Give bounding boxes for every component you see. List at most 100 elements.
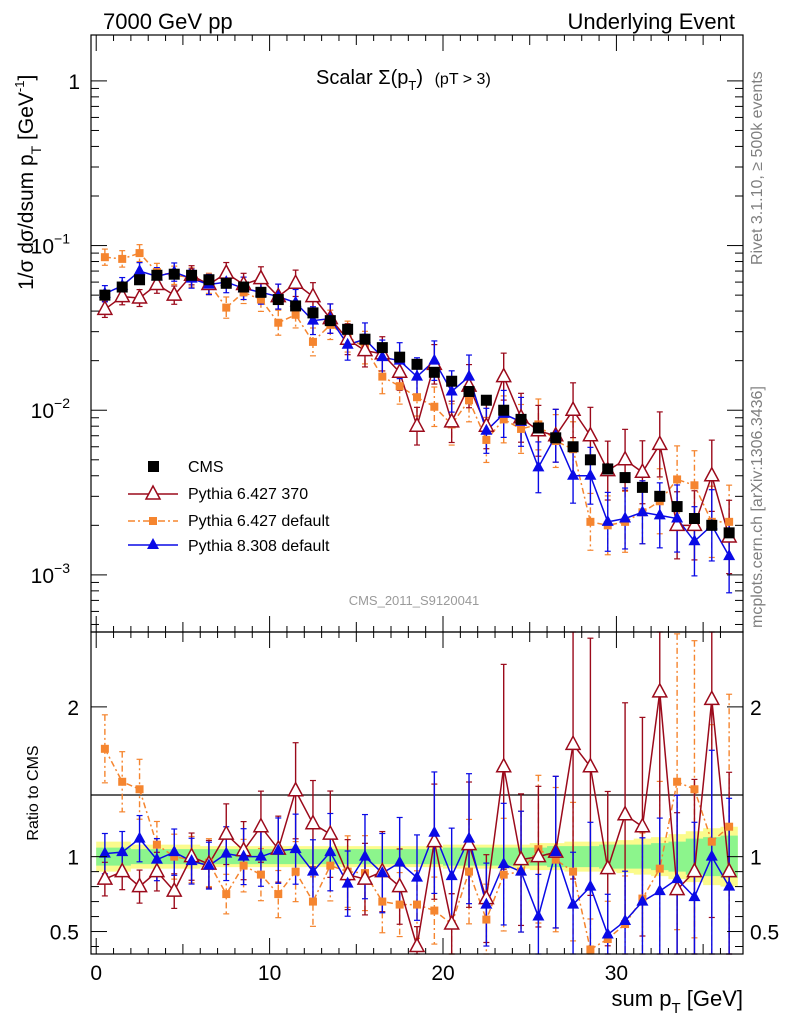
cms-point: [394, 351, 406, 363]
ylabel-post: [GeV: [15, 92, 38, 146]
cms-point: [168, 268, 180, 280]
ratio-pythia6-370-point: [217, 824, 235, 840]
main-y-tick-label-exp: −1: [54, 231, 70, 247]
pythia6-default-point: [482, 435, 491, 444]
ratio-y-tick-label-right: 2: [750, 697, 762, 720]
main-y-tick-label: 1: [68, 71, 80, 94]
ratio-pythia8-point: [463, 831, 476, 843]
ratio-pythia8-point: [601, 927, 614, 939]
ratio-panel: 0.5 0.5 1 1 2 2 Ratio to CMS 0 10 20 30 sum pT […: [25, 631, 779, 1017]
ratio-pythia8-point: [480, 897, 493, 909]
x-tick-label: 10: [258, 962, 281, 985]
cms-point: [99, 289, 111, 301]
pythia8-point: [619, 511, 632, 523]
pythia6-370-point: [165, 285, 183, 301]
ratio-pythia6-370-point: [426, 832, 443, 848]
cms-point: [532, 422, 544, 434]
ratio-y-tick-label: 0.5: [50, 922, 79, 945]
ratio-pythia6-default-point: [551, 855, 560, 864]
main-y-tick-label-base: 1: [68, 71, 80, 94]
cms-point: [411, 358, 423, 370]
pythia6-default-point: [499, 415, 508, 424]
main-y-tick-label-base: 10: [31, 400, 54, 423]
pythia8-point: [463, 369, 476, 381]
cms-point: [654, 490, 666, 502]
ratio-pythia6-default-point: [222, 890, 231, 899]
pythia8-point: [532, 460, 545, 472]
ratio-pythia8-point: [549, 845, 562, 857]
ratio-pythia6-370-point: [686, 862, 703, 878]
plot-title: Scalar Σ(pT) (pT > 3): [316, 67, 491, 93]
ratio-pythia8-point: [411, 870, 423, 882]
ratio-pythia8-point: [584, 879, 597, 891]
ratio-pythia6-default-point: [378, 897, 387, 906]
ratio-pythia8-point: [532, 909, 545, 921]
pythia6-default-point: [690, 481, 699, 490]
ratio-pythia6-default-point: [170, 852, 179, 861]
ratio-pythia6-370-point: [148, 862, 166, 878]
cms-point: [151, 269, 163, 281]
pythia6-370-point: [356, 341, 374, 357]
pythia8-point: [376, 350, 389, 362]
cms-point: [723, 527, 735, 539]
ratio-pythia6-370-point: [356, 869, 374, 885]
ratio-pythia8-point: [445, 869, 458, 881]
pythia6-370-point: [582, 426, 599, 442]
ratio-pythia8-point: [237, 849, 250, 861]
ratio-pythia6-370-point: [720, 862, 738, 878]
main-y-tick-label-base: 10: [31, 565, 54, 588]
ratio-y-tick-label-right: 1: [750, 847, 762, 870]
ratio-pythia8-point: [619, 914, 632, 926]
ratio-pythia6-370-point: [530, 847, 547, 863]
ratio-pythia8-point: [185, 854, 198, 866]
ratio-pythia6-default-point: [673, 777, 682, 786]
pythia8-point: [445, 384, 458, 396]
ratio-pythia8-point: [202, 858, 215, 870]
cms-point: [550, 432, 562, 444]
ratio-pythia8-point: [393, 855, 406, 867]
ratio-pythia6-default-point: [465, 867, 474, 876]
ratio-pythia6-default-point: [118, 777, 127, 786]
pythia6-370-point: [634, 462, 651, 479]
ratio-pythia6-370-point: [252, 817, 270, 833]
header-energy: 7000 GeV pp: [103, 9, 233, 34]
plot-title-close: ): [416, 67, 423, 89]
pythia6-default-point: [395, 382, 404, 391]
ratio-pythia6-default-point: [725, 822, 734, 831]
ratio-pythia8-point: [497, 857, 510, 869]
ratio-pythia8-point: [688, 890, 701, 902]
cms-point: [567, 441, 579, 453]
ratio-y-tick-label-right: 0.5: [750, 922, 779, 945]
ratio-pythia8-point: [324, 845, 337, 857]
ratio-pythia6-default-point: [100, 744, 109, 753]
cms-point: [342, 323, 354, 335]
pythia6-default-point: [673, 475, 682, 484]
legend-marker-pythia8: [147, 538, 159, 549]
ratio-pythia8-point: [671, 872, 684, 884]
xlabel-sub: T: [671, 1000, 680, 1017]
ratio-pythia6-default-point: [569, 867, 578, 876]
pythia6-370-point: [668, 515, 686, 532]
cms-point: [602, 463, 614, 475]
ratio-pythia8-point: [150, 852, 163, 864]
pythia8-point: [601, 514, 614, 526]
cms-point: [359, 333, 371, 345]
legend-label-pythia6-370: Pythia 6.427 370: [188, 486, 308, 503]
ylabel-sup: -1: [12, 81, 27, 93]
ratio-pythia8-point: [567, 897, 580, 909]
ratio-pythia8-point: [515, 864, 528, 876]
ratio-pythia6-370-point: [165, 881, 183, 897]
ratio-pythia6-default-point: [707, 837, 716, 846]
main-y-tick-label: 10−2: [31, 395, 71, 423]
cms-point: [203, 274, 215, 286]
pythia8-point: [636, 505, 649, 517]
ratio-pythia8-point: [653, 884, 666, 896]
ratio-pythia6-default-point: [256, 870, 265, 879]
ratio-pythia6-default-point: [326, 861, 335, 870]
cms-point: [186, 269, 198, 281]
ratio-pythia6-370-point: [634, 817, 651, 833]
ylabel-end: ]: [15, 75, 38, 81]
pythia8-point: [341, 337, 354, 349]
plot-title-main: Scalar: [316, 67, 378, 89]
ratio-pythia6-default-point: [274, 890, 283, 899]
